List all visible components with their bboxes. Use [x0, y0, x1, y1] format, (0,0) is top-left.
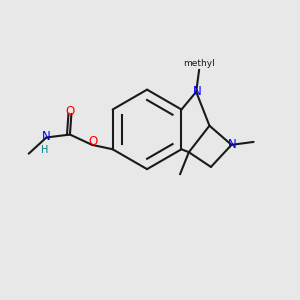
Text: H: H — [41, 145, 49, 155]
Text: O: O — [88, 135, 97, 148]
Text: N: N — [42, 130, 51, 142]
Text: methyl: methyl — [183, 59, 215, 68]
Text: N: N — [192, 85, 201, 98]
Text: O: O — [65, 105, 75, 118]
Text: N: N — [228, 138, 236, 151]
